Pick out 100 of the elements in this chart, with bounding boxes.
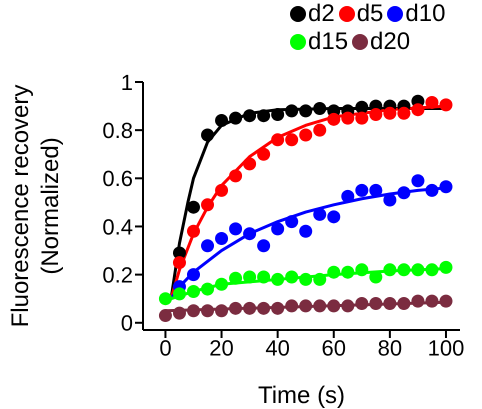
- y-axis-title: Fluorescence recovery (Normalized): [7, 84, 64, 328]
- y-tick-label: 0.2: [102, 262, 133, 288]
- legend-label: d2: [308, 0, 335, 28]
- point: [201, 128, 214, 142]
- point: [411, 174, 424, 188]
- point: [243, 302, 256, 315]
- point: [243, 109, 256, 122]
- point: [271, 133, 284, 146]
- x-axis-title: Time (s): [258, 382, 346, 409]
- point: [397, 297, 410, 310]
- point: [215, 304, 228, 318]
- point: [439, 180, 452, 194]
- point: [313, 208, 326, 221]
- point: [271, 108, 284, 122]
- point: [172, 256, 186, 270]
- point: [285, 104, 298, 118]
- point: [397, 106, 410, 120]
- point: [355, 112, 368, 125]
- point: [355, 297, 368, 310]
- x-tick-label: 20: [209, 336, 234, 361]
- point: [229, 222, 242, 236]
- point: [341, 112, 354, 125]
- point: [327, 210, 340, 224]
- point: [327, 266, 340, 279]
- point: [369, 184, 382, 197]
- point: [285, 215, 298, 228]
- point: [257, 148, 270, 161]
- point: [439, 98, 452, 112]
- point: [158, 309, 172, 322]
- point: [383, 193, 396, 206]
- point: [313, 102, 326, 115]
- point: [215, 232, 228, 246]
- legend-label: d10: [405, 0, 446, 28]
- point: [257, 302, 270, 315]
- point: [257, 239, 270, 252]
- point: [186, 200, 200, 214]
- point: [285, 133, 298, 146]
- point: [215, 114, 228, 128]
- point: [243, 227, 256, 240]
- x-tick-label: 40: [265, 336, 290, 361]
- point: [383, 297, 396, 310]
- point: [271, 272, 284, 286]
- point: [369, 297, 382, 310]
- point: [341, 190, 354, 203]
- y-tick-label: 0: [120, 310, 133, 336]
- point: [439, 260, 452, 274]
- x-tick-label: 60: [322, 336, 346, 361]
- point: [299, 128, 312, 142]
- point: [257, 109, 270, 122]
- x-tick-label: 100: [428, 336, 464, 361]
- point: [327, 112, 340, 126]
- point: [299, 224, 312, 238]
- point: [201, 198, 214, 212]
- point: [369, 108, 382, 122]
- point: [383, 263, 396, 276]
- point: [299, 104, 312, 118]
- point: [215, 184, 228, 197]
- point: [243, 157, 256, 170]
- point: [271, 222, 284, 236]
- point: [229, 169, 242, 182]
- point: [186, 224, 200, 238]
- point: [257, 270, 270, 284]
- point: [186, 304, 200, 318]
- point: [425, 263, 438, 276]
- legend-label: d15: [308, 28, 348, 56]
- point: [285, 299, 298, 312]
- point: [313, 299, 326, 312]
- point: [201, 304, 214, 318]
- y-tick-label: 0.4: [102, 214, 133, 240]
- point: [355, 100, 368, 114]
- point: [411, 294, 424, 308]
- point: [439, 294, 452, 308]
- point: [341, 266, 354, 279]
- point: [201, 239, 214, 252]
- point: [229, 112, 242, 125]
- point: [229, 272, 242, 285]
- point: [355, 184, 368, 197]
- point: [172, 306, 186, 320]
- point: [201, 282, 214, 296]
- point: [355, 263, 368, 276]
- x-tick-label: 80: [378, 336, 402, 361]
- x-tick-label: 0: [159, 336, 172, 361]
- legend-label: d5: [356, 0, 384, 28]
- point: [397, 263, 410, 276]
- y-tick-label: 1: [120, 70, 133, 95]
- point: [172, 287, 186, 300]
- point: [186, 284, 200, 298]
- point: [299, 272, 312, 286]
- point: [425, 96, 438, 109]
- point: [341, 299, 354, 312]
- point: [158, 292, 172, 306]
- point: [411, 263, 424, 276]
- y-tick-label: 0.6: [102, 166, 133, 192]
- point: [313, 272, 326, 286]
- legend-label: d20: [370, 28, 410, 56]
- point: [411, 103, 424, 116]
- point: [215, 278, 228, 291]
- point: [313, 124, 326, 137]
- point: [425, 184, 438, 197]
- point: [243, 270, 256, 284]
